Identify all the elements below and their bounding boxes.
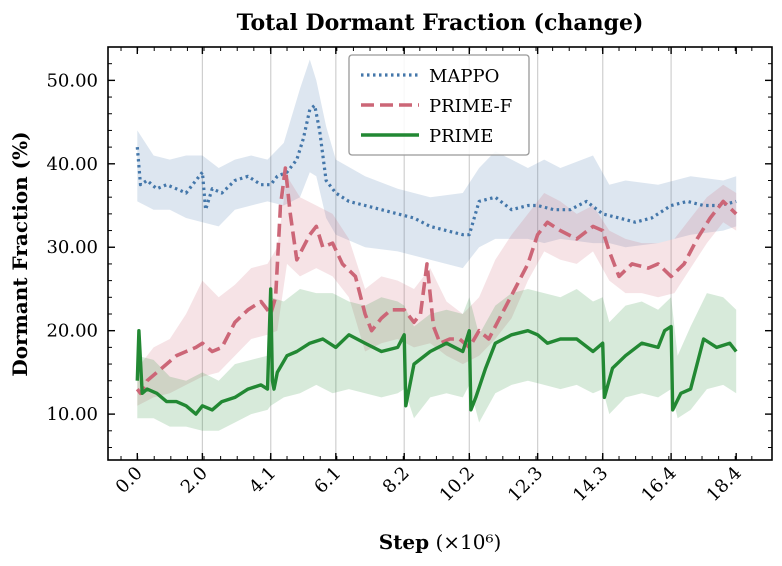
axes-frame [107, 46, 773, 461]
x-tick-label: 8.2 [379, 463, 414, 498]
y-tick-label: 30.00 [46, 237, 98, 258]
x-tick-label: 2.0 [177, 463, 212, 498]
legend: MAPPO PRIME-F PRIME [348, 54, 530, 156]
x-tick-label: 12.3 [504, 463, 547, 506]
legend-label-mappo: MAPPO [429, 66, 499, 87]
band-prime [137, 289, 737, 431]
band-prime-f [137, 176, 737, 406]
chart-title: Total Dormant Fraction (change) [237, 10, 644, 36]
y-tick-label: 20.00 [46, 321, 98, 342]
x-tick-label: 14.3 [569, 463, 612, 506]
x-axis-label-main: Step [379, 530, 429, 554]
legend-label-prime: PRIME [429, 126, 493, 147]
x-tick-label: 10.2 [436, 463, 479, 506]
y-axis-label: Dormant Fraction (%) [8, 131, 32, 376]
y-tick-label: 40.00 [46, 154, 98, 175]
x-tick-label: 0.0 [112, 463, 147, 498]
x-tick-label: 16.4 [637, 463, 680, 506]
series-line-prime [135, 287, 738, 416]
x-tick-label: 6.1 [310, 463, 345, 498]
legend-frame [348, 54, 530, 156]
plot-area: 0.0 2.0 4.1 6.1 8.2 10.2 12.3 14.3 16.4 18.4 10.00… [46, 46, 773, 506]
x-axis-label-unit: (×10⁶) [429, 530, 501, 554]
band-mappo [137, 59, 737, 269]
x-axis-label: Step (×10⁶) [379, 530, 502, 554]
y-tick-label: 50.00 [46, 70, 98, 91]
y-tick-label: 10.00 [46, 404, 98, 425]
x-tick-label: 4.1 [245, 463, 280, 498]
series-line-mappo [135, 103, 737, 237]
legend-label-prime-f: PRIME-F [429, 96, 512, 117]
series-line-prime-f [135, 166, 738, 396]
x-tick-label: 18.4 [703, 463, 746, 506]
